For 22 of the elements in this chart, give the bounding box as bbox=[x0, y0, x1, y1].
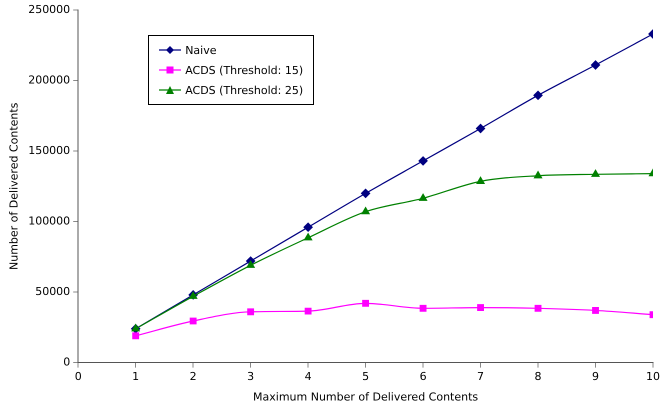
y-tick-label: 250000 bbox=[28, 2, 70, 16]
y-tick-label: 150000 bbox=[28, 144, 70, 157]
x-axis-title: Maximum Number of Delivered Contents bbox=[253, 390, 478, 404]
x-tick-label: 10 bbox=[646, 370, 660, 384]
y-tick-label: 200000 bbox=[28, 73, 70, 86]
x-tick-label: 0 bbox=[74, 370, 82, 384]
y-tick-label: 100000 bbox=[28, 214, 70, 228]
y-tick-label: 50000 bbox=[35, 284, 70, 298]
legend-label: ACDS (Threshold: 25) bbox=[185, 84, 304, 96]
y-axis-title: Number of Delivered Contents bbox=[7, 102, 20, 270]
x-tick-label: 2 bbox=[190, 370, 197, 384]
x-tick-label: 8 bbox=[534, 370, 542, 384]
x-tick-label: 9 bbox=[592, 370, 600, 384]
x-tick-label: 1 bbox=[132, 370, 140, 384]
x-tick-label: 5 bbox=[362, 370, 370, 384]
x-tick-label: 6 bbox=[420, 370, 427, 384]
x-tick-label: 7 bbox=[477, 370, 484, 384]
x-tick-label: 3 bbox=[247, 370, 254, 384]
y-tick-label: 0 bbox=[63, 355, 70, 368]
legend-label: Naive bbox=[185, 44, 216, 56]
x-tick-label: 4 bbox=[304, 370, 312, 384]
legend-label: ACDS (Threshold: 15) bbox=[185, 64, 304, 76]
